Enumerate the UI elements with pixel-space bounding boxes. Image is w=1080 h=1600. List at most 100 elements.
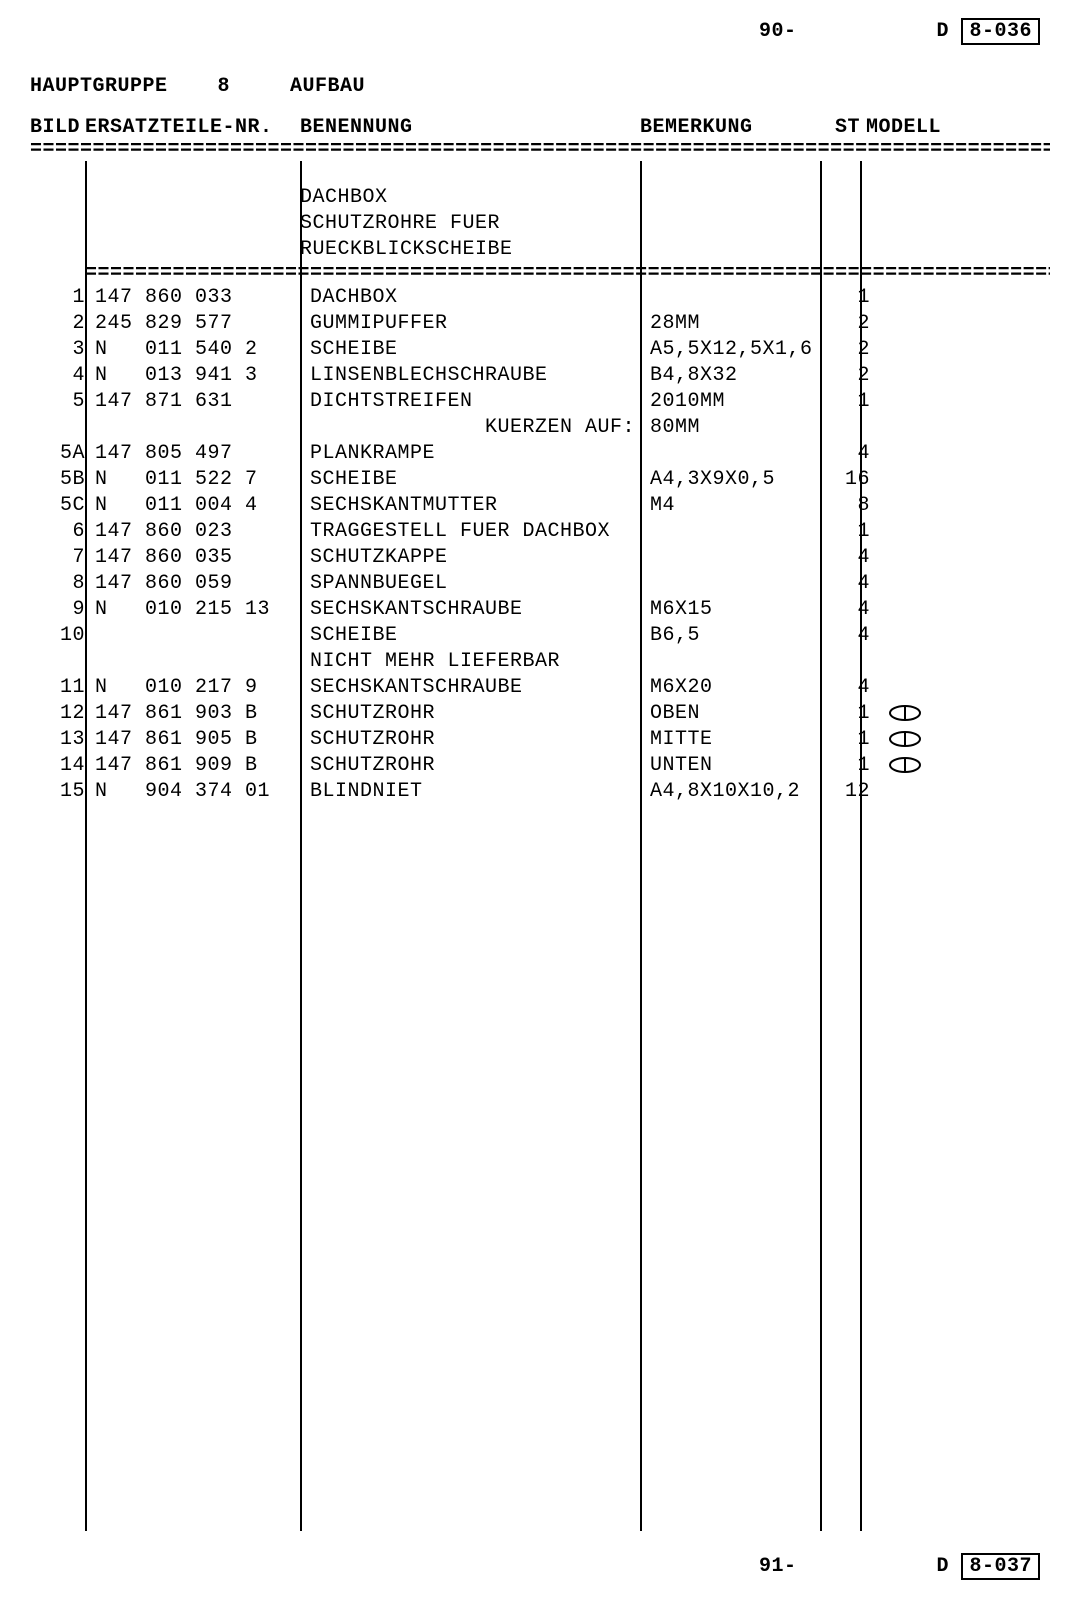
- cell-st: [830, 649, 878, 675]
- cell-st: 12: [830, 779, 878, 805]
- cell-nr: 147 861 909 B: [95, 753, 310, 779]
- table-row: 5147 871 631DICHTSTREIFEN2010MM1: [30, 389, 1050, 415]
- cell-bem: M6X20: [650, 675, 830, 701]
- cell-nr: [95, 623, 310, 649]
- cell-bild: 3: [30, 337, 95, 363]
- hauptgruppe: HAUPTGRUPPE 8: [30, 75, 290, 98]
- cell-bild: 13: [30, 727, 95, 753]
- page: 90- D 8-036 HAUPTGRUPPE 8 AUFBAU BILD ER…: [0, 0, 1080, 1600]
- cell-ben: SCHEIBE: [310, 623, 650, 649]
- table-row: 8147 860 059SPANNBUEGEL4: [30, 571, 1050, 597]
- cell-bild: [30, 415, 95, 441]
- page-footer-right: 91- D 8-037: [759, 1555, 1040, 1578]
- cell-bem: [650, 571, 830, 597]
- cell-ben: SCHEIBE: [310, 337, 650, 363]
- cell-ben: GUMMIPUFFER: [310, 311, 650, 337]
- cell-mod: [878, 623, 1038, 649]
- cell-mod: [878, 675, 1038, 701]
- cell-mod: [878, 727, 1038, 753]
- cell-ben: SCHEIBE: [310, 467, 650, 493]
- cell-ben: TRAGGESTELL FUER DACHBOX: [310, 519, 650, 545]
- cell-bild: 2: [30, 311, 95, 337]
- cell-bild: 8: [30, 571, 95, 597]
- cell-bem: A4,8X10X10,2: [650, 779, 830, 805]
- col-bild: BILD: [30, 116, 85, 139]
- cell-st: 1: [830, 389, 878, 415]
- aufbau-label: AUFBAU: [290, 75, 365, 98]
- cell-bem: M4: [650, 493, 830, 519]
- cell-mod: [878, 389, 1038, 415]
- table-row: 5CN 011 004 4SECHSKANTMUTTERM48: [30, 493, 1050, 519]
- table-header: BILD ERSATZTEILE-NR. BENENNUNG BEMERKUNG…: [30, 116, 1050, 139]
- page-number-bottom: 91-: [759, 1555, 797, 1578]
- table-row: 2245 829 577GUMMIPUFFER28MM2: [30, 311, 1050, 337]
- cell-st: 4: [830, 675, 878, 701]
- cell-bild: 5: [30, 389, 95, 415]
- cell-bem: 2010MM: [650, 389, 830, 415]
- cell-bild: 7: [30, 545, 95, 571]
- cell-bem: [650, 285, 830, 311]
- page-number-top: 90-: [759, 20, 797, 43]
- cell-nr: N 013 941 3: [95, 363, 310, 389]
- cell-ben: NICHT MEHR LIEFERBAR: [310, 649, 650, 675]
- table-row: 1147 860 033DACHBOX1: [30, 285, 1050, 311]
- cell-ben: PLANKRAMPE: [310, 441, 650, 467]
- cell-mod: [878, 545, 1038, 571]
- cell-mod: [878, 779, 1038, 805]
- cell-mod: [878, 571, 1038, 597]
- table-row: 7147 860 035SCHUTZKAPPE4: [30, 545, 1050, 571]
- cell-bild: 12: [30, 701, 95, 727]
- cell-st: 4: [830, 623, 878, 649]
- cell-st: 1: [830, 753, 878, 779]
- col-bem: BEMERKUNG: [640, 116, 820, 139]
- cell-nr: 147 860 035: [95, 545, 310, 571]
- cell-st: 4: [830, 441, 878, 467]
- table-row: 10 SCHEIBEB6,54: [30, 623, 1050, 649]
- table-row: 5BN 011 522 7SCHEIBEA4,3X9X0,516: [30, 467, 1050, 493]
- cell-ben: SPANNBUEGEL: [310, 571, 650, 597]
- title-row: HAUPTGRUPPE 8 AUFBAU: [30, 75, 1050, 98]
- table-row: KUERZEN AUF:80MM: [30, 415, 1050, 441]
- cell-st: 1: [830, 519, 878, 545]
- cell-st: 1: [830, 727, 878, 753]
- cell-bild: 14: [30, 753, 95, 779]
- cell-nr: N 011 522 7: [95, 467, 310, 493]
- col-nr: ERSATZTEILE-NR.: [85, 116, 300, 139]
- table-row: 6147 860 023TRAGGESTELL FUER DACHBOX1: [30, 519, 1050, 545]
- cell-bem: [650, 545, 830, 571]
- cell-bild: [30, 649, 95, 675]
- cell-nr: N 904 374 01: [95, 779, 310, 805]
- cell-nr: N 010 217 9: [95, 675, 310, 701]
- table-body-area: DACHBOX SCHUTZROHRE FUER RUECKBLICKSCHEI…: [30, 161, 1050, 1531]
- cell-mod: [878, 493, 1038, 519]
- cell-bild: 5A: [30, 441, 95, 467]
- cell-st: 2: [830, 337, 878, 363]
- separator-section: ========================================…: [30, 263, 1050, 285]
- cell-bem: 80MM: [650, 415, 830, 441]
- col-mod: MODELL: [866, 116, 1016, 139]
- col-st: ST: [820, 116, 866, 139]
- cell-ben: SECHSKANTSCHRAUBE: [310, 675, 650, 701]
- cell-st: 2: [830, 363, 878, 389]
- page-header-right: 90- D 8-036: [759, 20, 1040, 43]
- table-row: 5A147 805 497PLANKRAMPE4: [30, 441, 1050, 467]
- cell-bem: B6,5: [650, 623, 830, 649]
- cell-nr: [95, 415, 310, 441]
- cell-bild: 1: [30, 285, 95, 311]
- cell-bild: 6: [30, 519, 95, 545]
- cell-st: 1: [830, 285, 878, 311]
- cell-nr: 245 829 577: [95, 311, 310, 337]
- cell-nr: N 011 004 4: [95, 493, 310, 519]
- cell-ben: KUERZEN AUF:: [310, 415, 650, 441]
- cell-nr: N 011 540 2: [95, 337, 310, 363]
- table-row: 13147 861 905 BSCHUTZROHRMITTE1: [30, 727, 1050, 753]
- cell-bem: OBEN: [650, 701, 830, 727]
- cell-ben: SCHUTZKAPPE: [310, 545, 650, 571]
- table-row: 11N 010 217 9SECHSKANTSCHRAUBEM6X204: [30, 675, 1050, 701]
- cell-mod: [878, 363, 1038, 389]
- cell-ben: DACHBOX: [310, 285, 650, 311]
- cell-bild: 10: [30, 623, 95, 649]
- cell-bem: M6X15: [650, 597, 830, 623]
- cell-bild: 9: [30, 597, 95, 623]
- cell-ben: BLINDNIET: [310, 779, 650, 805]
